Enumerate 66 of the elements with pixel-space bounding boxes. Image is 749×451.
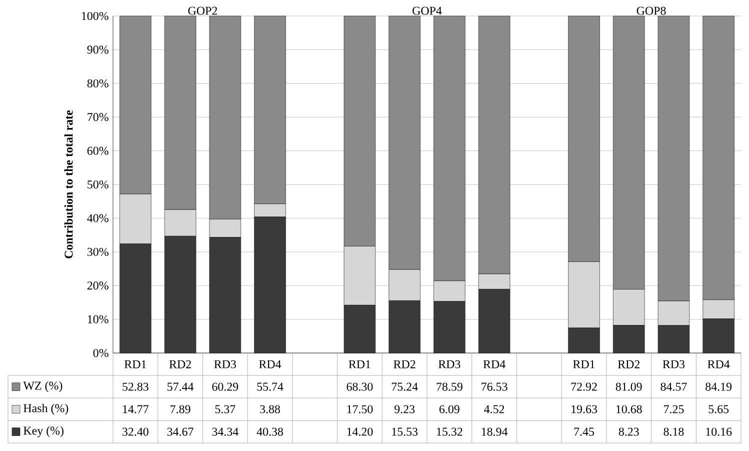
- data-label: 8.18: [664, 428, 684, 436]
- x-tick-label: RD1: [348, 360, 370, 368]
- data-label: 18.94: [482, 428, 508, 436]
- legend-label: Hash (%): [24, 404, 68, 415]
- data-label: 14.20: [347, 428, 373, 436]
- y-tick-label: 90%: [87, 46, 108, 54]
- data-label: 8.23: [618, 428, 639, 436]
- y-tick-label: 80%: [87, 79, 108, 88]
- data-label: 7.89: [170, 405, 190, 414]
- data-label: 7.45: [574, 428, 594, 436]
- y-tick-label: 70%: [88, 113, 108, 122]
- data-label: 5.37: [215, 405, 236, 414]
- data-label: 7.25: [664, 405, 684, 414]
- y-tick-label: 30%: [87, 248, 108, 256]
- y-tick-label: 60%: [87, 146, 108, 155]
- x-tick-label: RD3: [662, 360, 685, 368]
- data-label: 9.23: [394, 405, 415, 414]
- text: GOP4: [412, 6, 442, 15]
- legend-label: WZ (%): [23, 381, 62, 392]
- y-tick-label: 10%: [88, 315, 108, 324]
- data-label: 84.57: [660, 382, 687, 391]
- x-tick-label: RD4: [483, 360, 506, 368]
- y-tick-label: 0%: [93, 348, 108, 358]
- data-label: 6.09: [439, 405, 460, 414]
- data-label: 57.44: [168, 382, 194, 391]
- data-label: 55.74: [257, 382, 284, 391]
- data-label: 3.88: [260, 405, 280, 414]
- data-label: 17.50: [347, 405, 373, 414]
- x-tick-label: RD4: [708, 360, 730, 368]
- data-label: 4.52: [484, 405, 504, 414]
- data-label: 34.67: [167, 428, 194, 436]
- data-label: 81.09: [616, 382, 642, 391]
- data-label: 76.53: [482, 382, 508, 391]
- x-tick-label: RD4: [259, 360, 282, 368]
- text: GOP8: [636, 6, 666, 15]
- data-label: 52.83: [122, 382, 148, 391]
- x-tick-label: RD3: [438, 360, 460, 368]
- x-tick-label: RD2: [394, 360, 416, 368]
- y-tick-label: 20%: [87, 282, 108, 290]
- data-label: 60.29: [212, 382, 238, 391]
- data-label: 15.32: [437, 428, 462, 436]
- y-tick-label: 100%: [82, 12, 108, 20]
- x-tick-label: RD1: [124, 360, 146, 368]
- data-label: 72.92: [571, 382, 597, 391]
- data-label: 68.30: [346, 382, 373, 391]
- y-tick-label: 50%: [88, 180, 108, 189]
- x-tick-label: RD2: [169, 360, 191, 368]
- data-label: 34.34: [212, 428, 238, 436]
- data-label: 14.77: [123, 405, 149, 414]
- x-tick-label: RD3: [214, 360, 236, 368]
- data-label: 15.53: [392, 428, 418, 436]
- data-label: 10.16: [706, 428, 732, 436]
- data-label: 19.63: [572, 405, 597, 414]
- data-label: 10.68: [616, 405, 642, 414]
- data-label: 75.24: [392, 382, 418, 391]
- legend-label: Key (%): [24, 426, 64, 438]
- x-tick-label: RD1: [573, 360, 595, 368]
- data-label: 84.19: [706, 382, 732, 391]
- data-label: 40.38: [256, 428, 283, 436]
- text: GOP2: [188, 6, 217, 15]
- y-axis-title: Contribution to the total rate: [64, 110, 73, 258]
- x-tick-label: RD2: [618, 360, 640, 368]
- data-label: 5.65: [708, 405, 729, 414]
- data-label: 32.40: [122, 428, 148, 436]
- data-label: 78.59: [436, 382, 462, 391]
- y-tick-label: 40%: [87, 214, 108, 222]
